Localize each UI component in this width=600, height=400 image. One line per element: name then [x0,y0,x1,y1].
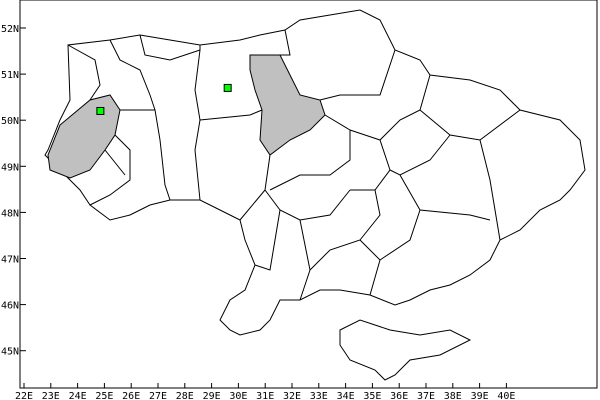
x-tick-label: 31E [256,391,274,400]
y-tick-label: 49N [1,162,19,173]
x-tick-label: 26E [122,391,140,400]
y-tick-label: 46N [1,301,19,312]
markers [96,83,232,115]
y-tick-label: 50N [1,116,19,127]
y-tick-label: 51N [1,70,19,81]
y-tick-label: 45N [1,347,19,358]
x-tick-label: 28E [176,391,194,400]
x-tick-label: 32E [283,391,301,400]
x-tick-label: 39E [471,391,489,400]
location-marker[interactable] [223,83,232,92]
x-tick-label: 36E [390,391,408,400]
x-axis: 22E 23E 24E 25E 26E 27E 28E 29E 30E 31E 32E 33E 34E 3… [15,383,515,400]
x-tick-label: 37E [417,391,435,400]
x-tick-label: 35E [363,391,381,400]
x-tick-label: 24E [69,391,87,400]
x-tick-label: 22E [15,391,33,400]
x-tick-label: 30E [229,391,247,400]
y-axis: 52N 51N 50N 49N 48N 47N 46N 45N [1,24,26,358]
y-tick-label: 47N [1,255,19,266]
x-tick-label: 23E [42,391,60,400]
x-tick-label: 33E [310,391,328,400]
x-tick-label: 27E [149,391,167,400]
x-tick-label: 25E [95,391,113,400]
x-tick-label: 38E [444,391,462,400]
region-zhytomyr[interactable] [249,54,326,156]
x-tick-label: 40E [497,391,515,400]
location-marker[interactable] [96,106,105,115]
y-tick-label: 52N [1,24,19,35]
x-tick-label: 34E [337,391,355,400]
y-tick-label: 48N [1,208,19,219]
x-tick-label: 29E [203,391,221,400]
crimea-outline [339,319,472,381]
internal-borders [67,29,521,301]
